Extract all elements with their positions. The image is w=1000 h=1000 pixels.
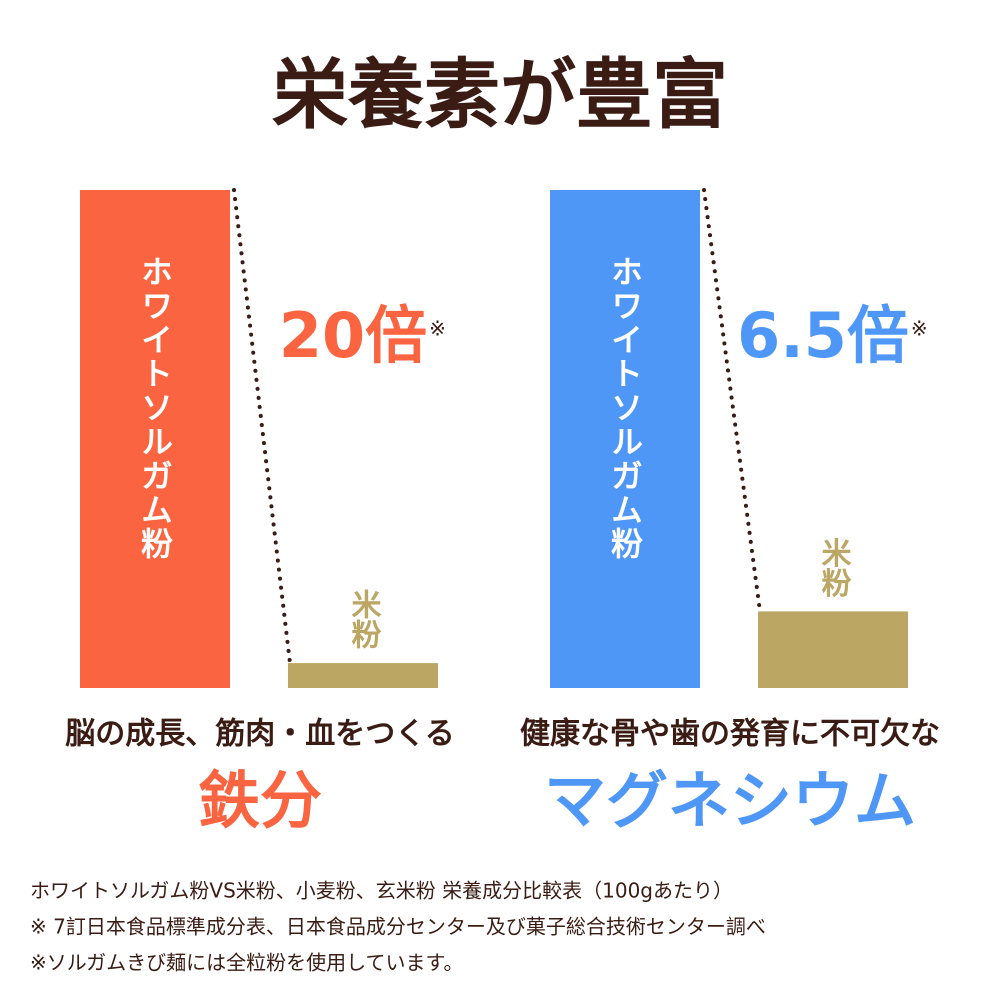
bar <box>80 190 230 688</box>
bar <box>758 611 908 688</box>
bar <box>550 190 700 688</box>
footnote: ※ 7訂日本食品標準成分表、日本食品成分センター及び菓子総合技術センター調べ <box>30 915 766 939</box>
note-mark: ※ <box>429 317 446 341</box>
chart-title: マグネシウム <box>544 764 916 837</box>
bar-label: ホワイトソルガム粉 <box>606 255 644 561</box>
note-mark: ※ <box>911 317 928 341</box>
chart-subtitle: 脳の成長、筋肉・血をつくる <box>65 717 454 752</box>
connector <box>232 188 292 666</box>
chart-title: 鉄分 <box>198 764 322 837</box>
value-label: 20倍 <box>279 299 427 372</box>
chart-subtitle: 健康な骨や歯の発育に不可欠な <box>520 717 940 752</box>
value-label: 6.5倍 <box>737 299 909 372</box>
footnote: ホワイトソルガム粉VS米粉、小麦粉、玄米粉 栄養成分比較表（100gあたり） <box>30 879 733 903</box>
page-title: 栄養素が豊富 <box>272 50 728 139</box>
bar-label: ホワイトソルガム粉 <box>136 255 174 561</box>
footnote: ※ソルガムきび麺には全粒粉を使用しています。 <box>30 951 464 975</box>
connector <box>702 188 762 614</box>
bar-label: 米粉 <box>816 537 852 597</box>
bar <box>288 663 438 688</box>
bar-label: 米粉 <box>346 589 382 649</box>
